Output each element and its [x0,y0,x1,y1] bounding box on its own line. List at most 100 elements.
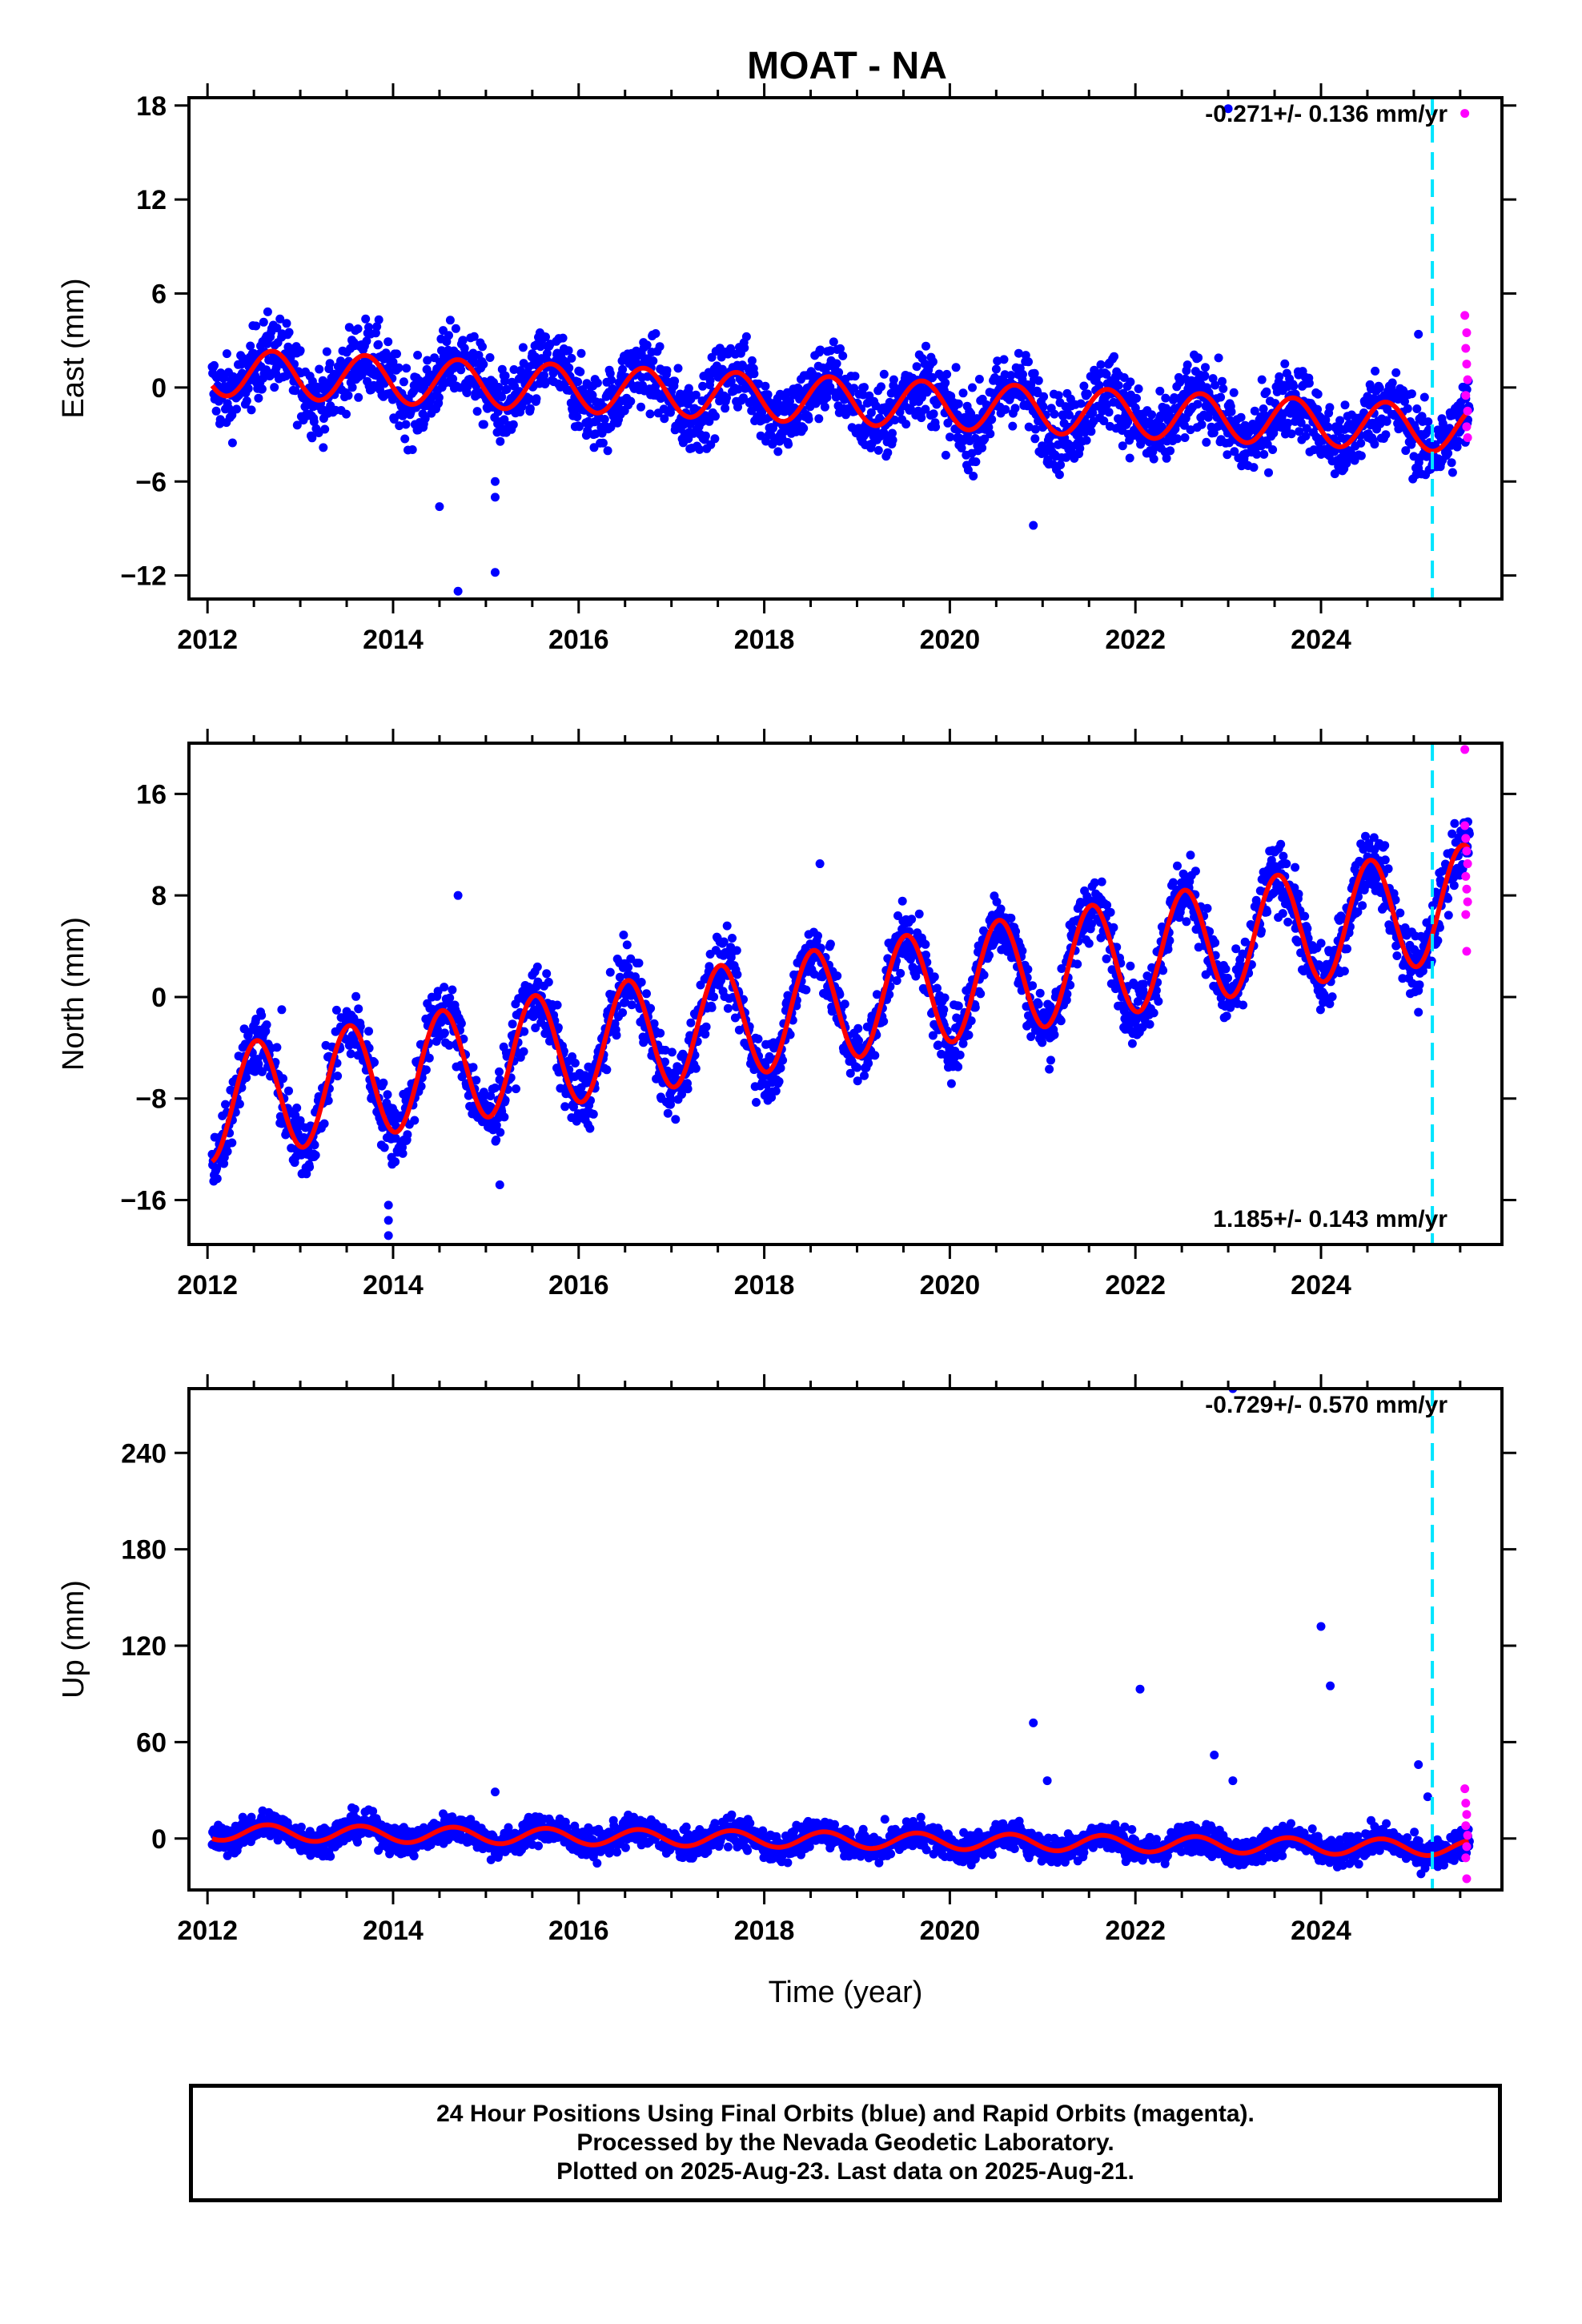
data-point [747,356,757,365]
data-point [374,340,383,349]
data-point [1062,989,1072,999]
data-point [1109,923,1118,932]
data-point [395,421,404,431]
data-point [528,1012,538,1021]
data-point [1045,1064,1054,1074]
data-point [752,1098,761,1107]
data-point [1097,877,1106,887]
y-tick-label: 0 [151,373,167,404]
data-point [671,1115,681,1124]
data-point [733,402,742,412]
data-point [379,1143,389,1152]
data-point [451,324,460,333]
data-point [254,393,263,403]
rapid-orbit-point [1460,311,1470,320]
data-point [889,375,898,384]
data-point [627,1000,636,1010]
data-point [999,355,1009,364]
data-point [722,921,732,931]
data-point [235,1100,244,1109]
data-point [895,408,905,416]
data-point [733,384,743,394]
data-point [232,404,241,414]
data-point [1295,427,1304,436]
data-point [662,366,672,376]
data-point [649,1019,659,1028]
data-point [1087,919,1096,929]
data-point [1001,404,1010,414]
data-point [1304,379,1314,388]
data-point [1403,404,1412,413]
data-point [1443,448,1453,458]
data-point [1268,445,1278,454]
x-tick-label: 2018 [734,625,795,655]
data-point [879,1016,889,1026]
data-point [663,1108,673,1118]
data-point [242,1073,251,1083]
data-point [1082,389,1092,399]
data-point [969,472,978,480]
data-point [1008,421,1018,431]
data-point [1034,376,1043,385]
data-point [832,359,841,368]
data-point [524,394,534,404]
data-point [1398,974,1407,983]
data-point [1361,831,1370,841]
data-point [472,407,482,416]
plot-area [207,98,1474,599]
data-point [1028,981,1038,991]
data-point [636,402,645,412]
data-point [691,1063,701,1073]
data-point [1186,850,1195,860]
y-tick-label: 12 [136,185,167,215]
data-point [684,384,693,393]
data-point [840,999,849,1009]
data-point [343,391,353,400]
x-tick-label: 2012 [177,625,238,655]
data-point [531,1023,540,1032]
data-point [619,931,628,939]
data-point [1202,437,1211,447]
data-point [946,432,954,442]
data-point [602,1065,612,1075]
data-point [1223,450,1232,460]
data-point [1046,1055,1055,1065]
data-point [1302,424,1311,433]
data-point [1168,878,1178,887]
data-point [212,1174,222,1184]
data-point [739,393,748,403]
data-point [560,1102,570,1112]
data-point [486,1092,496,1100]
data-point [333,1072,343,1081]
data-point [979,971,989,979]
data-point [829,337,838,347]
data-point [1327,992,1337,1002]
data-point [1315,1005,1325,1015]
data-point [1038,1038,1047,1047]
data-point [834,368,844,377]
data-point [525,404,535,413]
data-point [897,896,907,906]
data-point [955,1050,965,1059]
data-point [1433,936,1443,945]
data-point [1236,412,1246,422]
data-point [1261,411,1271,420]
model-fit-curve [210,348,1471,454]
outlier-point [1223,104,1233,114]
data-point [286,352,295,362]
data-point [1369,833,1379,842]
data-point [275,314,285,324]
data-point [905,404,915,414]
data-point [992,897,1002,907]
data-point [631,972,640,982]
data-point [651,329,661,338]
data-point [1209,428,1219,437]
data-point [310,1140,319,1150]
data-point [978,443,987,452]
data-point [444,1040,454,1050]
data-point [1125,453,1134,463]
data-point [536,342,545,352]
data-point [311,1151,320,1160]
data-point [707,1003,717,1012]
